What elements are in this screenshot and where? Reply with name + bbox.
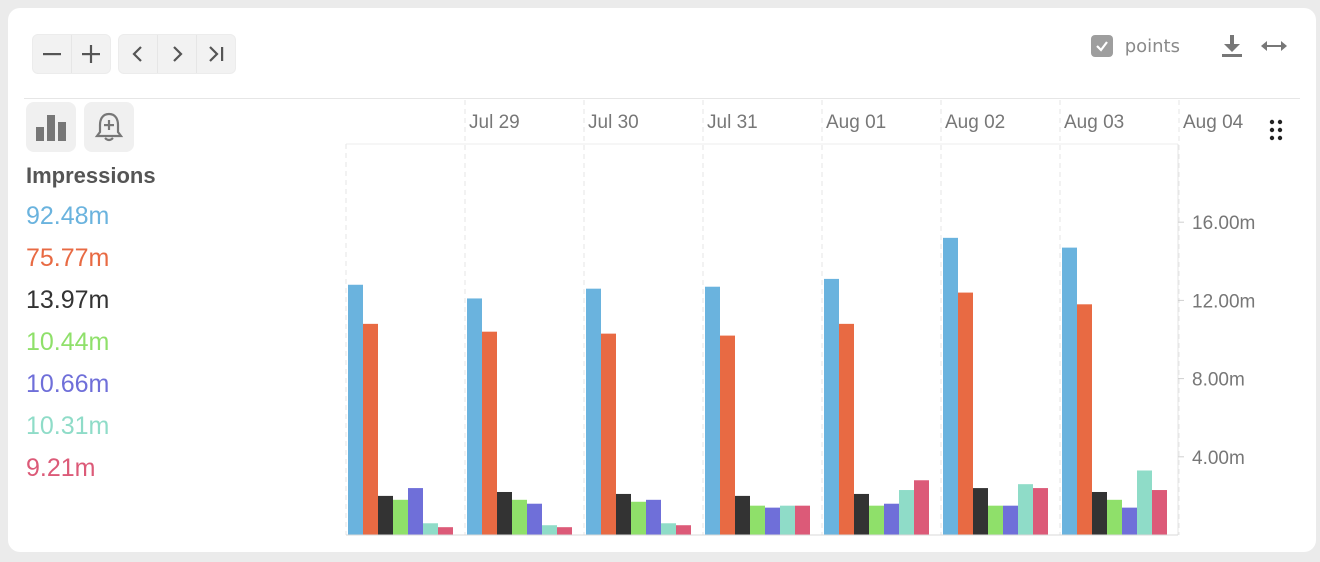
legend-value: 75.77m: [26, 244, 110, 272]
chart-card: points: [8, 8, 1316, 552]
bar: [1152, 490, 1167, 535]
bar: [1107, 499, 1122, 535]
zoom-out-button[interactable]: [33, 35, 71, 73]
legend-value: 10.44m: [26, 328, 110, 356]
bar: [884, 503, 899, 535]
download-button[interactable]: [1218, 32, 1246, 60]
bar: [914, 480, 929, 535]
bar: [542, 525, 557, 535]
bar: [1018, 484, 1033, 535]
y-tick-label: 12.00m: [1192, 291, 1255, 312]
horizontal-arrows-icon: [1261, 41, 1287, 51]
y-tick-label: 16.00m: [1192, 213, 1255, 234]
bar: [1077, 304, 1092, 535]
bar: [720, 335, 735, 535]
legend: Impressions 92.48m 75.77m 13.97m 10.44m 10.6…: [26, 163, 156, 489]
x-tick-label: Jul 29: [469, 112, 520, 133]
bar: [1092, 491, 1107, 535]
toolbar-divider: [24, 98, 1300, 99]
bar: [616, 493, 631, 535]
next-button[interactable]: [157, 35, 196, 73]
legend-value: 10.31m: [26, 412, 110, 440]
bar: [527, 503, 542, 535]
navigation-controls: [118, 34, 236, 74]
bar-chart: Jul 29 Jul 30 Jul 31 Aug 01 Aug 02 Aug 03 Aug …: [345, 100, 1255, 536]
x-tick-label: Aug 01: [826, 112, 886, 133]
bar: [601, 333, 616, 535]
bar: [958, 292, 973, 535]
points-label: points: [1124, 35, 1180, 57]
bar: [1003, 505, 1018, 535]
bar: [497, 491, 512, 535]
legend-title: Impressions: [26, 163, 156, 188]
bar: [765, 507, 780, 535]
bar: [467, 298, 482, 535]
bar: [586, 288, 601, 535]
y-tick-label: 4.00m: [1192, 448, 1245, 469]
bar: [973, 488, 988, 535]
bar: [869, 505, 884, 535]
bar: [557, 527, 572, 535]
bar: [676, 525, 691, 535]
x-tick-label: Jul 31: [707, 112, 758, 133]
zoom-in-button[interactable]: [71, 35, 110, 73]
bar: [512, 499, 527, 535]
bar-chart-icon: [36, 115, 66, 141]
bar: [839, 323, 854, 535]
y-tick-label: 8.00m: [1192, 370, 1245, 391]
bar: [348, 284, 363, 535]
skip-to-end-button[interactable]: [196, 35, 235, 73]
drag-dots-icon: [1269, 119, 1283, 141]
legend-value: 9.21m: [26, 454, 96, 482]
checkmark-icon: [1095, 41, 1108, 52]
points-checkbox[interactable]: [1090, 35, 1113, 57]
chart-type-button[interactable]: [26, 102, 76, 152]
bar: [1137, 470, 1152, 535]
bar: [795, 505, 810, 535]
bar: [363, 323, 378, 535]
bar: [631, 501, 646, 535]
minus-icon: [43, 53, 61, 56]
bar: [423, 523, 438, 535]
legend-value: 92.48m: [26, 202, 110, 230]
bar: [988, 505, 1003, 535]
chevron-right-icon: [173, 46, 183, 62]
bar: [1062, 247, 1077, 536]
download-icon: [1222, 35, 1242, 57]
previous-button[interactable]: [119, 35, 157, 73]
zoom-controls: [32, 34, 111, 74]
bar: [705, 286, 720, 535]
expand-button[interactable]: [1260, 32, 1288, 60]
add-alert-button[interactable]: [84, 102, 134, 152]
bar: [854, 493, 869, 535]
bar: [438, 527, 453, 535]
bar: [1122, 507, 1137, 535]
bar: [943, 237, 958, 535]
bar: [824, 278, 839, 535]
bar: [750, 505, 765, 535]
x-tick-label: Aug 02: [945, 112, 1005, 133]
bar: [899, 490, 914, 535]
bar: [393, 499, 408, 535]
x-tick-label: Aug 03: [1064, 112, 1124, 133]
bar: [482, 331, 497, 535]
chevron-left-icon: [132, 46, 142, 62]
bar: [1033, 488, 1048, 535]
add-alert-bell-icon: [94, 112, 124, 142]
x-tick-label: Jul 30: [588, 112, 639, 133]
chart-options: points: [1090, 32, 1288, 60]
plus-icon: [82, 45, 100, 63]
bar: [661, 523, 676, 535]
bar: [735, 495, 750, 535]
more-options-button[interactable]: [1264, 118, 1288, 142]
legend-value: 10.66m: [26, 370, 110, 398]
bar: [378, 495, 393, 535]
bar: [780, 505, 795, 535]
bar: [408, 488, 423, 535]
x-tick-label: Aug 04: [1183, 112, 1244, 133]
bar: [646, 499, 661, 535]
legend-items: 92.48m 75.77m 13.97m 10.44m 10.66m 10.31m 9.21…: [26, 195, 156, 489]
skip-to-end-icon: [209, 46, 224, 62]
legend-value: 13.97m: [26, 286, 110, 314]
